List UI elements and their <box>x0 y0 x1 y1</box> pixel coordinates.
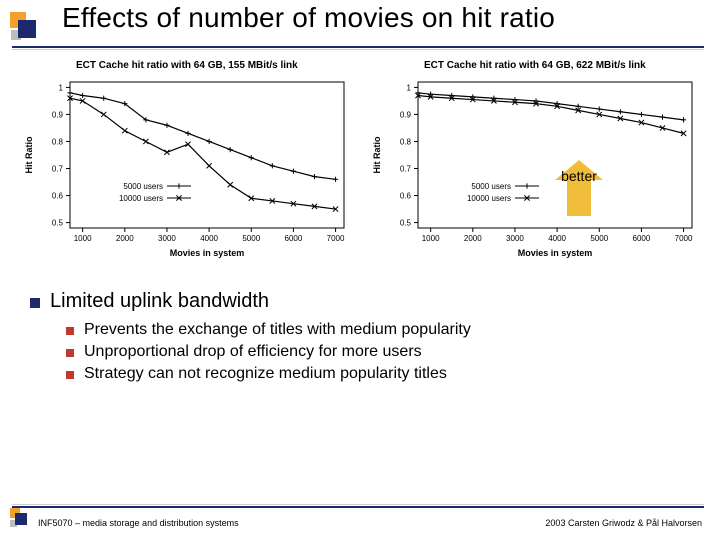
svg-text:Movies in system: Movies in system <box>170 248 245 258</box>
svg-text:3000: 3000 <box>506 234 524 243</box>
svg-text:3000: 3000 <box>158 234 176 243</box>
footer-accent-icon <box>10 508 32 530</box>
svg-text:Hit Ratio: Hit Ratio <box>24 136 34 174</box>
chart-left-svg: 1000 2000 3000 4000 5000 6000 7000 0.5 0.6 0.7 0.8… <box>18 74 354 258</box>
svg-text:0.9: 0.9 <box>400 110 412 119</box>
chart-left-title: ECT Cache hit ratio with 64 GB, 155 MBit… <box>76 60 298 71</box>
bullet-level2: Strategy can not recognize medium popula… <box>66 365 690 383</box>
svg-text:0.5: 0.5 <box>52 219 64 228</box>
footer-left-text: INF5070 – media storage and distribution… <box>38 518 239 528</box>
svg-text:6000: 6000 <box>633 234 651 243</box>
svg-text:0.6: 0.6 <box>52 192 64 201</box>
chart-right-title: ECT Cache hit ratio with 64 GB, 622 MBit… <box>424 60 646 71</box>
footer-divider <box>12 506 704 508</box>
bullet-square-icon <box>66 327 74 335</box>
svg-text:5000: 5000 <box>242 234 260 243</box>
svg-text:10000 users: 10000 users <box>119 194 163 203</box>
svg-text:10000 users: 10000 users <box>467 194 511 203</box>
svg-text:1000: 1000 <box>422 234 440 243</box>
svg-text:2000: 2000 <box>116 234 134 243</box>
slide-root: Effects of number of movies on hit ratio… <box>0 0 720 540</box>
chart-right-svg: 1000 2000 3000 4000 5000 6000 7000 0.5 0.6 0.7 0.8… <box>366 74 702 258</box>
svg-text:7000: 7000 <box>327 234 345 243</box>
bullet-level1: Limited uplink bandwidth <box>30 290 690 313</box>
title-accent-icon <box>10 12 40 42</box>
svg-text:1000: 1000 <box>74 234 92 243</box>
chart-right: ECT Cache hit ratio with 64 GB, 622 MBit… <box>366 60 702 270</box>
svg-text:0.7: 0.7 <box>52 165 64 174</box>
svg-text:0.8: 0.8 <box>52 137 64 146</box>
svg-text:1: 1 <box>407 83 412 92</box>
svg-text:0.5: 0.5 <box>400 219 412 228</box>
chart-left: ECT Cache hit ratio with 64 GB, 155 MBit… <box>18 60 354 270</box>
page-title: Effects of number of movies on hit ratio <box>62 2 555 34</box>
svg-text:5000: 5000 <box>590 234 608 243</box>
svg-text:Hit Ratio: Hit Ratio <box>372 136 382 174</box>
svg-text:7000: 7000 <box>675 234 693 243</box>
svg-text:0.6: 0.6 <box>400 192 412 201</box>
bullet-list: Limited uplink bandwidth Prevents the ex… <box>30 290 690 385</box>
bullet-level2: Prevents the exchange of titles with med… <box>66 321 690 339</box>
svg-text:1: 1 <box>59 83 64 92</box>
better-arrow-group: better <box>555 160 603 221</box>
svg-text:5000 users: 5000 users <box>123 182 163 191</box>
bullet-square-icon <box>30 298 40 308</box>
better-label: better <box>554 168 604 184</box>
footer-right-text: 2003 Carsten Griwodz & Pål Halvorsen <box>545 518 702 528</box>
bullet-level2: Unproportional drop of efficiency for mo… <box>66 343 690 361</box>
svg-text:0.9: 0.9 <box>52 110 64 119</box>
title-bar: Effects of number of movies on hit ratio <box>0 0 720 54</box>
svg-text:0.8: 0.8 <box>400 137 412 146</box>
bullet-l2-text-2: Strategy can not recognize medium popula… <box>84 365 447 383</box>
svg-text:6000: 6000 <box>285 234 303 243</box>
svg-text:Movies in system: Movies in system <box>518 248 593 258</box>
bullet-square-icon <box>66 349 74 357</box>
bullet-l1-text: Limited uplink bandwidth <box>50 290 269 313</box>
svg-text:2000: 2000 <box>464 234 482 243</box>
bullet-square-icon <box>66 371 74 379</box>
bullet-l2-text-0: Prevents the exchange of titles with med… <box>84 321 471 339</box>
svg-text:5000 users: 5000 users <box>471 182 511 191</box>
svg-text:4000: 4000 <box>548 234 566 243</box>
svg-text:4000: 4000 <box>200 234 218 243</box>
title-divider <box>12 46 704 48</box>
svg-text:0.7: 0.7 <box>400 165 412 174</box>
bullet-l2-text-1: Unproportional drop of efficiency for mo… <box>84 343 422 361</box>
